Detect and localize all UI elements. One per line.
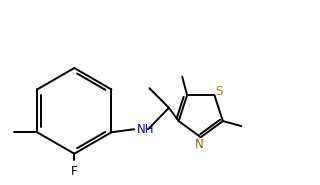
- Text: F: F: [71, 165, 78, 178]
- Text: N: N: [195, 138, 203, 151]
- Text: S: S: [216, 85, 223, 98]
- Text: NH: NH: [137, 123, 155, 136]
